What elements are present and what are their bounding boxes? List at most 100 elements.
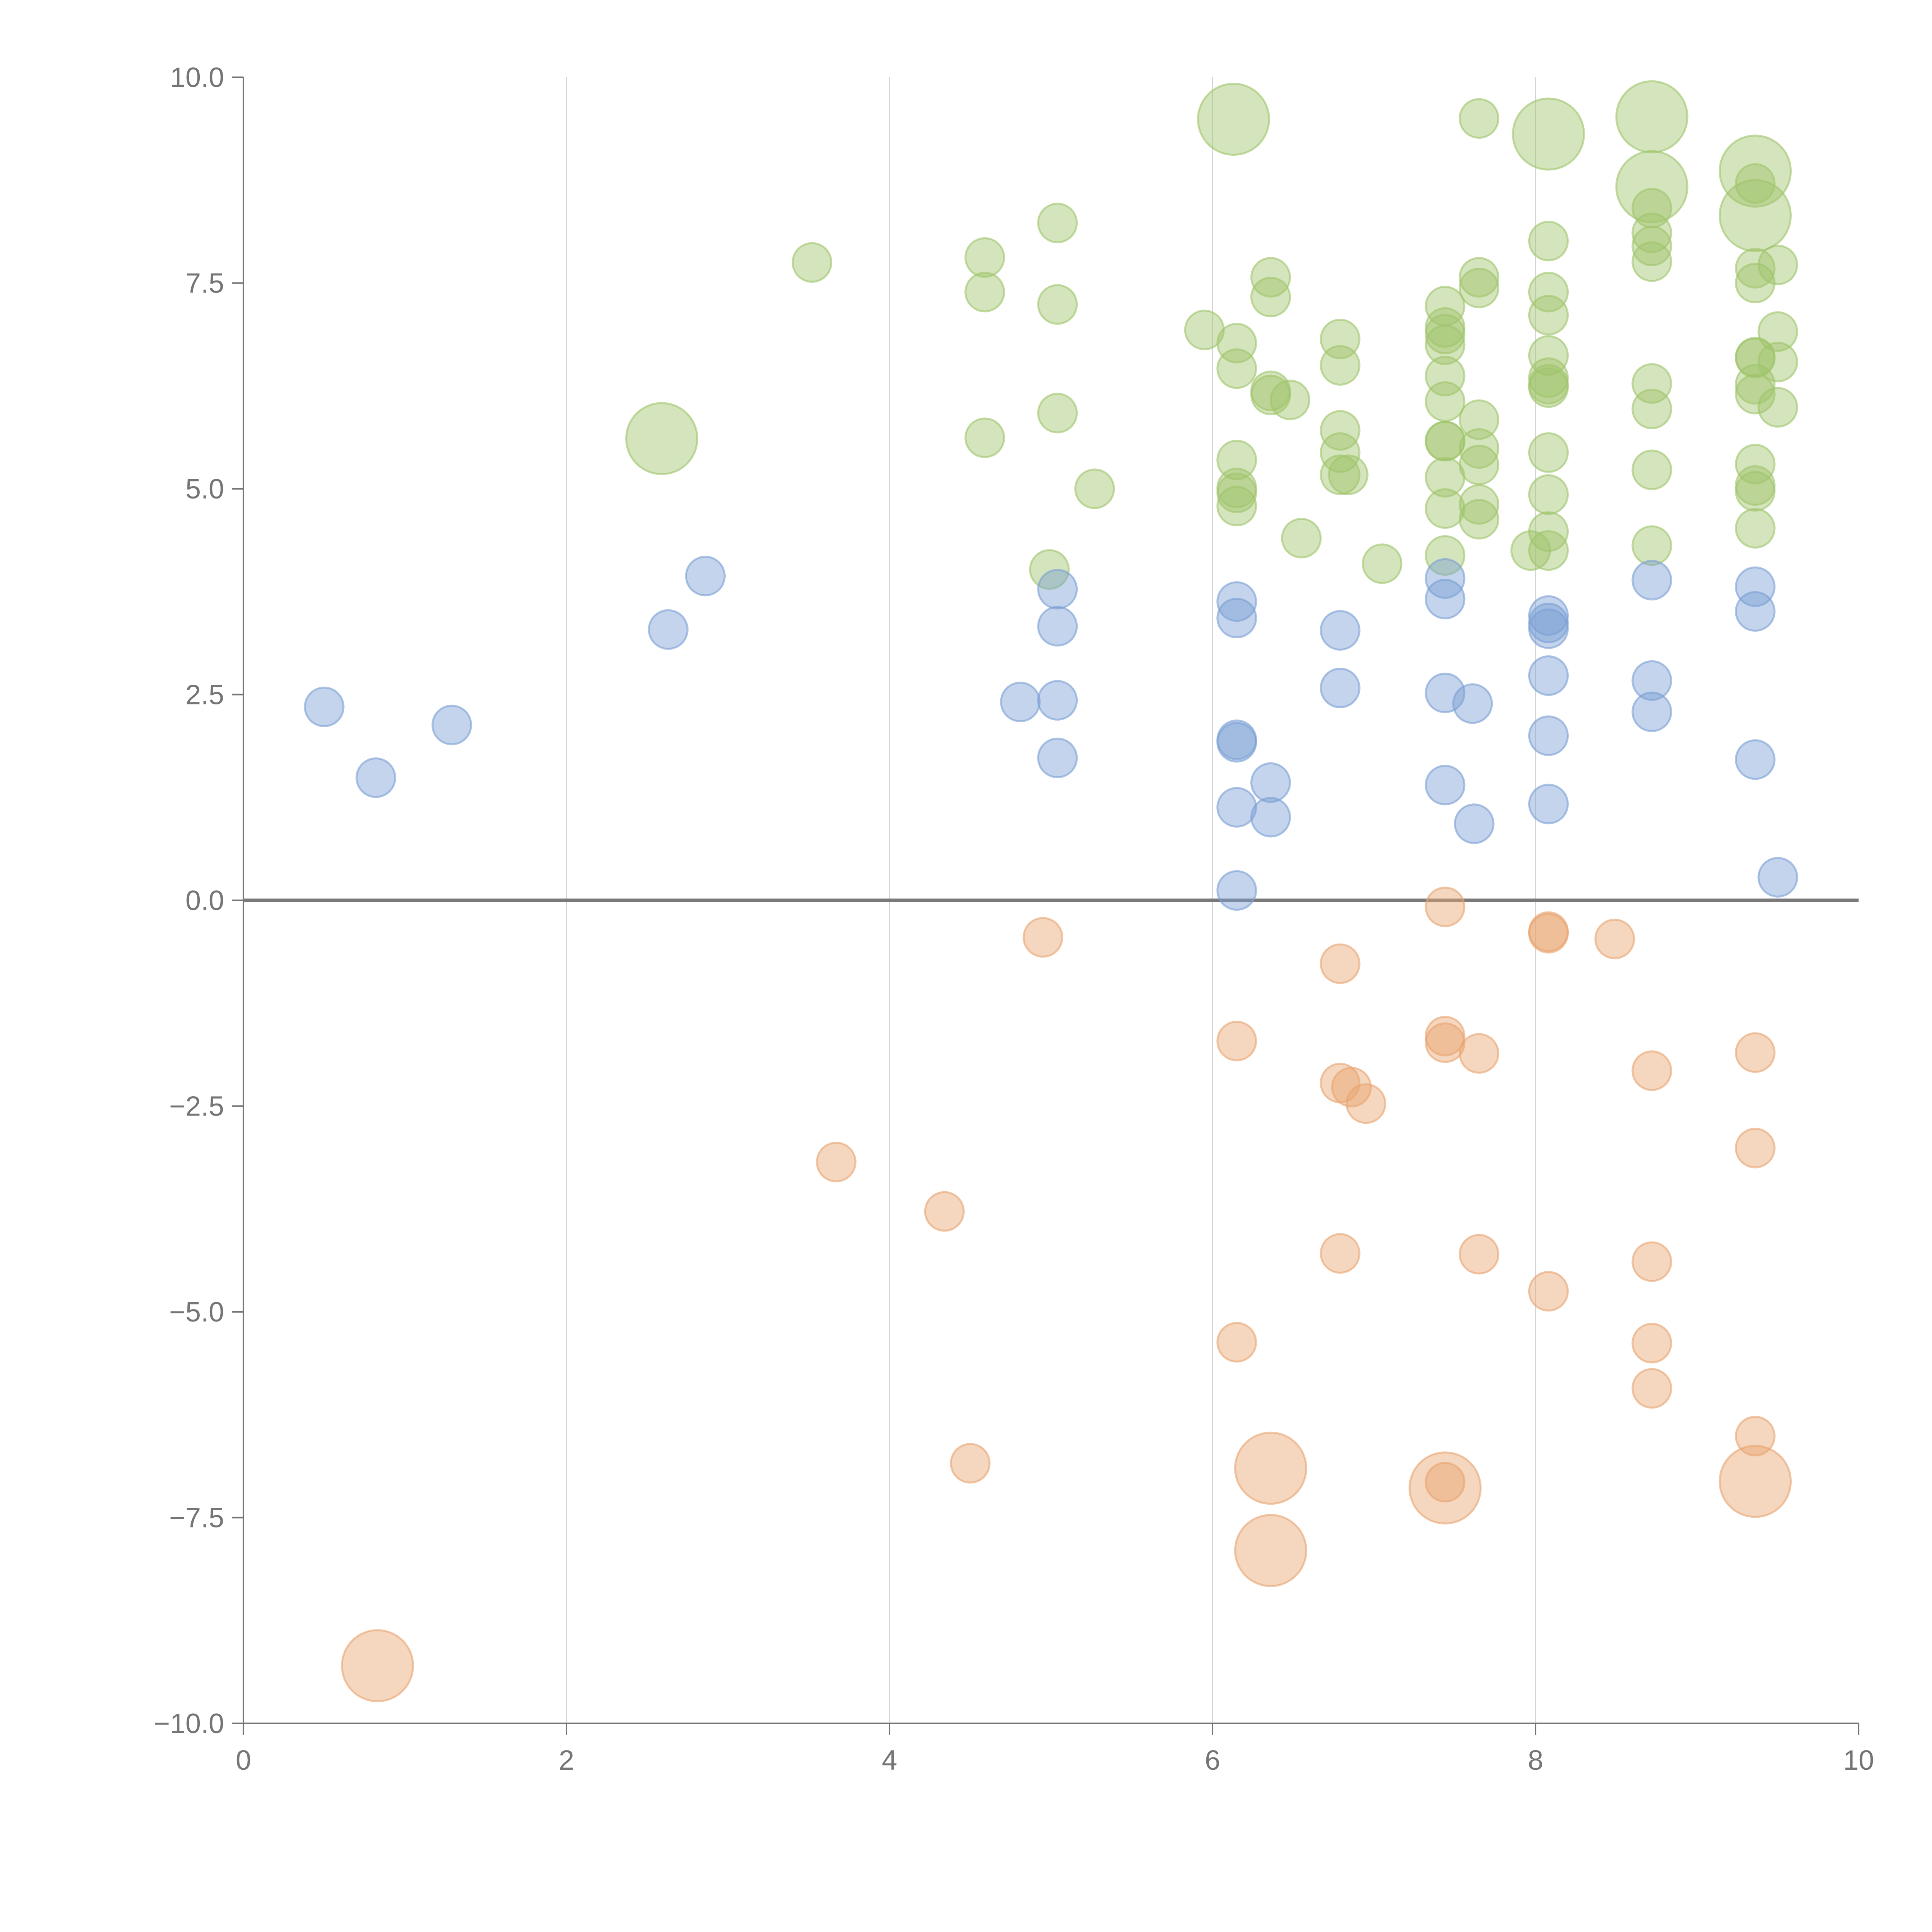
green-point bbox=[1735, 508, 1776, 549]
blue-point bbox=[1528, 784, 1569, 825]
orange-point bbox=[1425, 1022, 1466, 1063]
y-tick-label: −2.5 bbox=[169, 1091, 224, 1122]
green-point bbox=[1459, 444, 1500, 485]
y-tick-label: −5.0 bbox=[169, 1297, 224, 1328]
y-tick-label: 0.0 bbox=[185, 885, 224, 916]
blue-point bbox=[1425, 558, 1466, 599]
green-point bbox=[1615, 150, 1689, 223]
green-point bbox=[1528, 272, 1569, 313]
green-point bbox=[1757, 387, 1798, 428]
green-point bbox=[1029, 549, 1070, 590]
blue-point bbox=[1735, 591, 1776, 632]
x-tick-label: 8 bbox=[1528, 1745, 1543, 1776]
green-point bbox=[1197, 83, 1270, 156]
green-point bbox=[1631, 241, 1672, 282]
axes bbox=[232, 77, 1859, 1735]
orange-point bbox=[1528, 913, 1569, 954]
y-tick-label: −10.0 bbox=[154, 1708, 224, 1739]
green-point bbox=[1459, 484, 1500, 525]
green-point bbox=[1459, 399, 1500, 440]
blue-point bbox=[1452, 683, 1493, 724]
blue-point bbox=[1735, 739, 1776, 780]
orange-point bbox=[924, 1191, 965, 1232]
green-point bbox=[1250, 277, 1291, 318]
green-point bbox=[1718, 179, 1792, 252]
green-point bbox=[1216, 348, 1257, 389]
green-point bbox=[791, 242, 832, 283]
blue-point bbox=[1528, 608, 1569, 649]
orange-point bbox=[1234, 1432, 1307, 1505]
green-point bbox=[1328, 454, 1369, 495]
green-point bbox=[1631, 525, 1672, 566]
green-point bbox=[1425, 535, 1466, 576]
blue-point bbox=[1037, 606, 1078, 647]
orange-point bbox=[1735, 1032, 1776, 1073]
orange-point bbox=[950, 1443, 991, 1484]
green-point bbox=[1631, 388, 1672, 429]
green-point bbox=[1037, 393, 1078, 434]
x-tick-label: 2 bbox=[559, 1745, 574, 1776]
blue-point bbox=[1216, 787, 1257, 828]
x-tick-label: 0 bbox=[236, 1745, 251, 1776]
orange-point bbox=[1735, 1416, 1776, 1457]
blue-point bbox=[1000, 682, 1041, 723]
green-point bbox=[1459, 267, 1500, 308]
green-point bbox=[1615, 80, 1689, 153]
blue-point bbox=[685, 556, 726, 597]
y-tick-label: 10.0 bbox=[170, 62, 224, 93]
green-point bbox=[1631, 449, 1672, 490]
blue-point bbox=[1757, 857, 1798, 898]
x-tick-label: 10 bbox=[1843, 1745, 1874, 1776]
orange-point bbox=[1320, 943, 1361, 984]
green-point bbox=[1270, 379, 1311, 420]
green-point bbox=[1362, 543, 1403, 584]
blue-point bbox=[1037, 680, 1078, 721]
blue-point bbox=[1735, 566, 1776, 607]
green-point bbox=[1281, 518, 1322, 559]
blue-point bbox=[1631, 660, 1672, 701]
blue-point bbox=[431, 704, 472, 745]
y-tick-label: 5.0 bbox=[185, 474, 224, 505]
green-point bbox=[1735, 374, 1776, 415]
data-points bbox=[304, 80, 1798, 1702]
orange-point bbox=[1345, 1083, 1386, 1124]
green-point bbox=[1320, 345, 1361, 386]
green-point bbox=[964, 237, 1005, 278]
green-point bbox=[1425, 381, 1466, 422]
green-point bbox=[1074, 468, 1115, 509]
green-point bbox=[1757, 342, 1798, 383]
green-point bbox=[1459, 499, 1500, 540]
orange-point bbox=[1631, 1050, 1672, 1091]
green-point bbox=[1528, 530, 1569, 571]
orange-point bbox=[1425, 886, 1466, 927]
green-point bbox=[1735, 471, 1776, 512]
orange-point bbox=[1425, 1462, 1466, 1503]
orange-point bbox=[1320, 1233, 1361, 1274]
orange-point bbox=[1631, 1368, 1672, 1409]
x-tick-label: 4 bbox=[882, 1745, 897, 1776]
blue-point bbox=[1425, 672, 1466, 713]
blue-point bbox=[1216, 870, 1257, 911]
blue-point bbox=[1037, 738, 1078, 779]
orange-point bbox=[1631, 1241, 1672, 1282]
green-point bbox=[1425, 488, 1466, 529]
blue-point bbox=[1631, 691, 1672, 732]
green-point bbox=[964, 417, 1005, 458]
orange-point bbox=[1216, 1322, 1257, 1363]
green-point bbox=[1528, 221, 1569, 262]
green-point bbox=[1631, 213, 1672, 253]
orange-point bbox=[1631, 1323, 1672, 1364]
green-point bbox=[1735, 163, 1776, 204]
green-point bbox=[1425, 324, 1466, 365]
orange-point bbox=[1234, 1514, 1307, 1587]
green-point bbox=[1510, 530, 1551, 571]
blue-point bbox=[1528, 655, 1569, 696]
green-point bbox=[1459, 257, 1500, 298]
green-point bbox=[1528, 295, 1569, 336]
blue-point bbox=[1528, 715, 1569, 756]
green-point bbox=[964, 272, 1005, 313]
green-point bbox=[1320, 410, 1361, 451]
y-tick-label: 7.5 bbox=[185, 268, 224, 299]
green-point bbox=[1320, 432, 1361, 473]
orange-point bbox=[1022, 917, 1063, 958]
